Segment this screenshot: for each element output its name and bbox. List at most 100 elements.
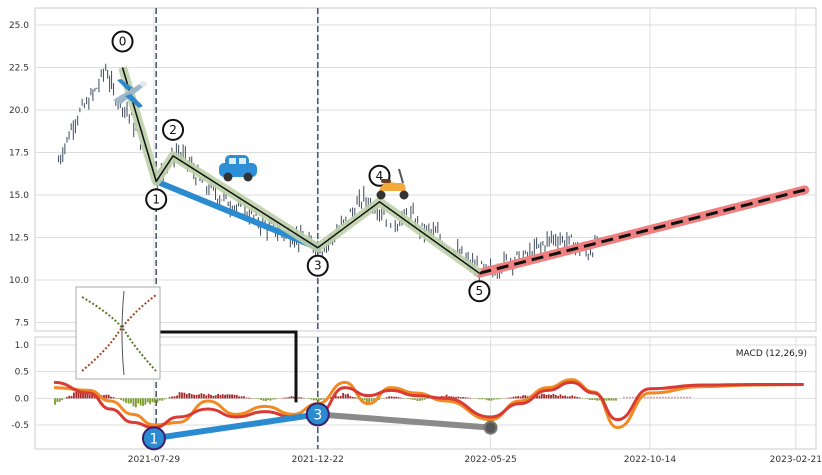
histogram-bar bbox=[594, 398, 596, 400]
histogram-bar bbox=[608, 398, 610, 400]
histogram-bar bbox=[479, 398, 481, 399]
histogram-bar bbox=[87, 394, 89, 398]
price-y-tick-label: 20.0 bbox=[9, 106, 29, 116]
histogram-bar bbox=[412, 398, 414, 400]
histogram-bar bbox=[555, 395, 557, 399]
histogram-bar bbox=[265, 398, 267, 401]
x-tick-label: 2022-10-14 bbox=[624, 455, 677, 465]
wave-label: 1 bbox=[152, 192, 160, 206]
histogram-bar bbox=[258, 398, 260, 399]
histogram-bar bbox=[300, 397, 302, 398]
histogram-bar bbox=[193, 395, 195, 399]
histogram-bar bbox=[174, 396, 176, 398]
x-tick-label: 2023-02-21 bbox=[770, 455, 822, 465]
histogram-bar bbox=[564, 396, 566, 399]
histogram-bar bbox=[486, 398, 488, 400]
macd-marker-label: 1 bbox=[149, 431, 158, 447]
histogram-bar bbox=[315, 398, 317, 400]
macd-marker-label: 3 bbox=[313, 407, 322, 423]
histogram-bar bbox=[462, 397, 464, 398]
histogram-bar bbox=[219, 395, 221, 398]
histogram-bar bbox=[498, 398, 500, 399]
histogram-bar bbox=[82, 394, 84, 399]
histogram-bar bbox=[255, 398, 257, 399]
histogram-bar bbox=[284, 398, 286, 399]
histogram-bar bbox=[217, 394, 219, 398]
histogram-bar bbox=[75, 392, 77, 399]
histogram-bar bbox=[469, 398, 471, 399]
histogram-bar bbox=[409, 398, 411, 399]
histogram-bar bbox=[386, 397, 388, 398]
histogram-bar bbox=[205, 395, 207, 398]
histogram-bar bbox=[337, 396, 339, 398]
histogram-bar bbox=[105, 395, 107, 399]
wave-label: 3 bbox=[314, 259, 322, 273]
histogram-bar bbox=[550, 395, 552, 398]
histogram-bar bbox=[488, 398, 490, 400]
histogram-bar bbox=[246, 398, 248, 399]
histogram-bar bbox=[186, 394, 188, 398]
histogram-bar bbox=[610, 398, 612, 400]
histogram-bar bbox=[668, 397, 670, 399]
macd-y-tick-label: -0.5 bbox=[11, 421, 29, 431]
histogram-bar bbox=[188, 393, 190, 398]
x-tick-label: 2022-05-25 bbox=[464, 455, 516, 465]
price-y-tick-label: 22.5 bbox=[9, 64, 29, 74]
histogram-bar bbox=[308, 398, 310, 399]
histogram-bar bbox=[495, 398, 497, 399]
histogram-bar bbox=[366, 398, 368, 402]
histogram-bar bbox=[562, 396, 564, 399]
histogram-bar bbox=[323, 398, 325, 399]
histogram-bar bbox=[398, 397, 400, 398]
histogram-bar bbox=[274, 398, 276, 399]
histogram-bar bbox=[371, 398, 373, 401]
histogram-bar bbox=[161, 398, 163, 400]
histogram-bar bbox=[662, 397, 664, 399]
histogram-bar bbox=[483, 398, 485, 399]
histogram-bar bbox=[208, 394, 210, 399]
histogram-bar bbox=[354, 397, 356, 398]
histogram-bar bbox=[424, 398, 426, 399]
histogram-bar bbox=[68, 396, 70, 399]
histogram-bar bbox=[203, 394, 205, 398]
histogram-bar bbox=[589, 398, 591, 400]
histogram-bar bbox=[591, 398, 593, 400]
histogram-bar bbox=[342, 393, 344, 398]
histogram-bar bbox=[364, 398, 366, 400]
wave-label: 2 bbox=[169, 123, 177, 137]
histogram-bar bbox=[128, 398, 130, 403]
histogram-bar bbox=[164, 398, 166, 399]
histogram-bar bbox=[120, 398, 122, 400]
histogram-bar bbox=[579, 397, 581, 398]
histogram-bar bbox=[286, 398, 288, 399]
histogram-bar bbox=[154, 398, 156, 402]
histogram-bar bbox=[465, 397, 467, 398]
histogram-bar bbox=[248, 398, 250, 399]
histogram-bar bbox=[318, 398, 320, 401]
histogram-bar bbox=[340, 396, 342, 398]
histogram-bar bbox=[560, 394, 562, 398]
histogram-bar bbox=[137, 398, 139, 403]
histogram-bar bbox=[476, 398, 478, 399]
histogram-bar bbox=[391, 396, 393, 398]
histogram-bar bbox=[393, 397, 395, 399]
histogram-bar bbox=[689, 397, 691, 399]
histogram-bar bbox=[231, 395, 233, 399]
histogram-bar bbox=[198, 394, 200, 398]
histogram-bar bbox=[419, 398, 421, 400]
histogram-bar bbox=[241, 396, 243, 398]
histogram-bar bbox=[156, 398, 158, 402]
histogram-bar bbox=[222, 394, 224, 398]
histogram-bar bbox=[210, 395, 212, 398]
price-panel: 7.510.012.515.017.520.022.525.0 bbox=[9, 8, 816, 331]
histogram-bar bbox=[606, 398, 608, 400]
histogram-bar bbox=[236, 395, 238, 398]
histogram-bar bbox=[656, 397, 658, 399]
macd-y-tick-label: 0.5 bbox=[15, 368, 29, 378]
histogram-bar bbox=[176, 396, 178, 399]
histogram-bar bbox=[381, 398, 383, 399]
histogram-bar bbox=[388, 396, 390, 398]
histogram-bar bbox=[238, 396, 240, 398]
histogram-bar bbox=[647, 397, 649, 399]
histogram-bar bbox=[493, 398, 495, 399]
